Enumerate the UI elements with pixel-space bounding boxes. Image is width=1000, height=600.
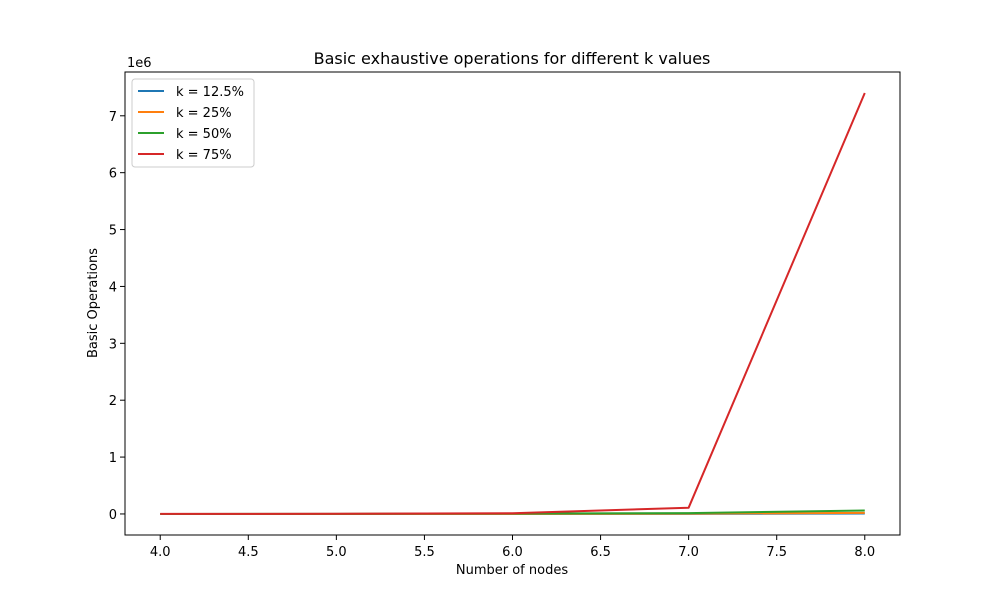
y-tick-label: 7	[109, 110, 117, 125]
legend-box	[131, 78, 255, 168]
legend: k = 12.5% k = 25% k = 50% k = 75%	[131, 78, 255, 168]
series-line	[160, 92, 866, 515]
y-axis-ticks: 0 1 2 3 4 5 6 7	[109, 110, 125, 523]
x-tick-label: 7.5	[766, 545, 787, 560]
x-tick-label: 8.0	[854, 545, 875, 560]
x-tick-label: 6.0	[502, 545, 523, 560]
y-axis-title: Basic Operations	[86, 248, 101, 358]
legend-label: k = 12.5%	[176, 85, 244, 100]
y-tick-label: 5	[109, 224, 117, 239]
y-tick-label: 0	[109, 508, 117, 523]
y-tick-label: 6	[109, 167, 117, 182]
y-tick-label: 3	[109, 337, 117, 352]
x-tick-label: 7.0	[678, 545, 699, 560]
x-tick-label: 4.0	[150, 545, 171, 560]
series-layer	[160, 92, 866, 515]
x-tick-label: 6.5	[590, 545, 611, 560]
legend-label: k = 75%	[176, 148, 232, 163]
legend-label: k = 50%	[176, 127, 232, 142]
x-tick-label: 5.0	[326, 545, 347, 560]
x-tick-label: 4.5	[238, 545, 259, 560]
x-axis-ticks: 4.0 4.5 5.0 5.5 6.0 6.5 7.0 7.5 8.0	[150, 535, 875, 560]
plot-frame	[124, 71, 901, 536]
y-tick-label: 2	[109, 394, 117, 409]
legend-label: k = 25%	[176, 106, 232, 121]
y-tick-label: 1	[109, 451, 117, 466]
x-axis-title: Number of nodes	[456, 563, 568, 578]
y-tick-label: 4	[109, 280, 117, 295]
x-tick-label: 5.5	[414, 545, 435, 560]
y-offset-label: 1e6	[127, 56, 152, 71]
chart-title: Basic exhaustive operations for differen…	[314, 49, 711, 68]
